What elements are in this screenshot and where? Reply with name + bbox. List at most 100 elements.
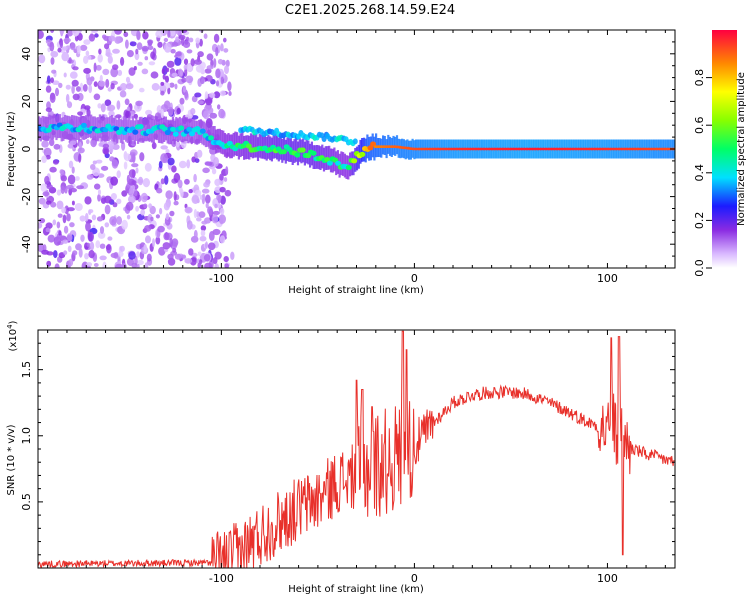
noise-speckle [46,184,53,190]
noise-speckle [170,48,176,54]
noise-speckle [204,105,211,111]
noise-speckle [160,81,165,86]
noise-speckle [97,189,102,196]
noise-speckle [143,203,148,209]
noise-speckle [102,146,110,155]
noise-speckle [67,174,76,185]
noise-speckle [184,258,193,264]
colorbar-tick-label: 0.0 [693,259,706,277]
snr-xlabel: Height of straight line (km) [288,584,424,595]
noise-speckle [52,159,59,165]
noise-speckle [38,30,44,39]
ridge-core [194,126,201,132]
noise-speckle [131,262,138,268]
noise-speckle [104,222,110,228]
ridge-halo [117,115,121,140]
noise-speckle [62,214,67,224]
noise-speckle [197,262,201,268]
noise-speckle [214,186,222,194]
ridge-core [186,126,193,132]
ridge-halo [404,140,407,160]
noise-speckle [173,191,177,202]
noise-speckle [70,188,77,193]
noise-speckle [83,67,91,74]
ridge-core [370,141,377,147]
noise-speckle [213,58,217,68]
noise-speckle [84,253,89,260]
noise-speckle [83,55,89,64]
colorbar-tick-label: 0.2 [693,212,706,230]
noise-speckle [216,194,222,201]
noise-speckle [56,221,61,229]
noise-speckle [203,254,211,262]
ridge-halo [408,140,411,160]
noise-speckle [125,83,134,90]
noise-speckle [50,57,55,65]
noise-speckle [205,241,208,249]
noise-speckle [50,201,57,208]
noise-speckle [135,167,139,174]
noise-speckle [213,91,221,99]
snr-scale-factor: (x104) [6,320,19,351]
noise-speckle [128,67,136,76]
noise-speckle [114,36,122,44]
noise-speckle [140,209,146,216]
noise-speckle [168,106,174,117]
noise-speckle [59,169,65,175]
noise-speckle [97,194,101,202]
ridge-halo [182,118,185,143]
colorbar-tick-label: 0.8 [693,69,706,87]
y-tick-label: -40 [20,235,33,253]
noise-speckle [162,74,166,80]
noise-speckle [181,254,186,259]
noise-speckle [88,33,96,42]
noise-speckle [40,183,48,193]
noise-speckle [181,77,187,83]
noise-speckle [191,195,200,204]
noise-speckle [169,30,176,37]
noise-speckle [165,67,170,73]
noise-speckle [92,167,100,177]
noise-speckle [205,202,209,209]
noise-speckle [198,211,206,219]
ridge-halo [72,115,75,140]
noise-speckle [215,68,221,79]
noise-speckle [224,263,229,268]
ridge-core [425,147,430,151]
noise-speckle [218,108,226,119]
ridge-halo [361,138,364,162]
noise-speckle [86,174,94,180]
noise-speckle [102,34,107,39]
noise-speckle [123,31,129,38]
noise-speckle [86,77,93,86]
noise-speckle [50,30,54,33]
noise-speckle [184,178,190,185]
ridge-halo [157,119,161,143]
ridge-core [367,145,374,151]
noise-speckle [155,30,163,38]
noise-speckle [194,158,200,164]
noise-speckle [126,50,134,58]
ridge-core [359,151,366,157]
noise-speckle [87,231,95,242]
x-tick-label: 100 [597,572,618,585]
ridge-halo [170,120,173,145]
noise-speckle [102,68,110,76]
spectrogram-xlabel: Height of straight line (km) [288,285,424,296]
x-tick-label: -100 [209,572,234,585]
ridge-core [199,128,206,134]
noise-speckle [93,62,97,73]
noise-speckle [90,138,97,148]
noise-speckle [118,251,124,257]
noise-speckle [163,42,172,53]
noise-speckle [110,67,119,78]
noise-speckle [144,225,152,232]
noise-speckle [196,217,202,222]
noise-speckle [63,72,67,78]
ridge-halo [88,113,91,138]
noise-speckle [200,225,207,232]
noise-speckle [181,30,188,34]
ridge-halo [159,119,162,144]
ridge-halo [350,151,353,176]
